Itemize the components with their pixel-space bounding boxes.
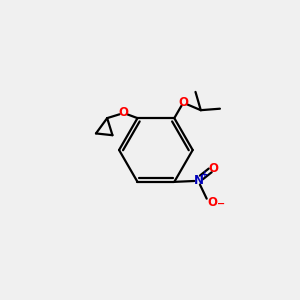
Text: O: O (208, 196, 218, 209)
Text: +: + (201, 170, 209, 179)
Text: O: O (208, 161, 218, 175)
Text: −: − (217, 199, 225, 209)
Text: N: N (194, 174, 203, 187)
Text: O: O (178, 96, 188, 109)
Text: O: O (118, 106, 128, 119)
